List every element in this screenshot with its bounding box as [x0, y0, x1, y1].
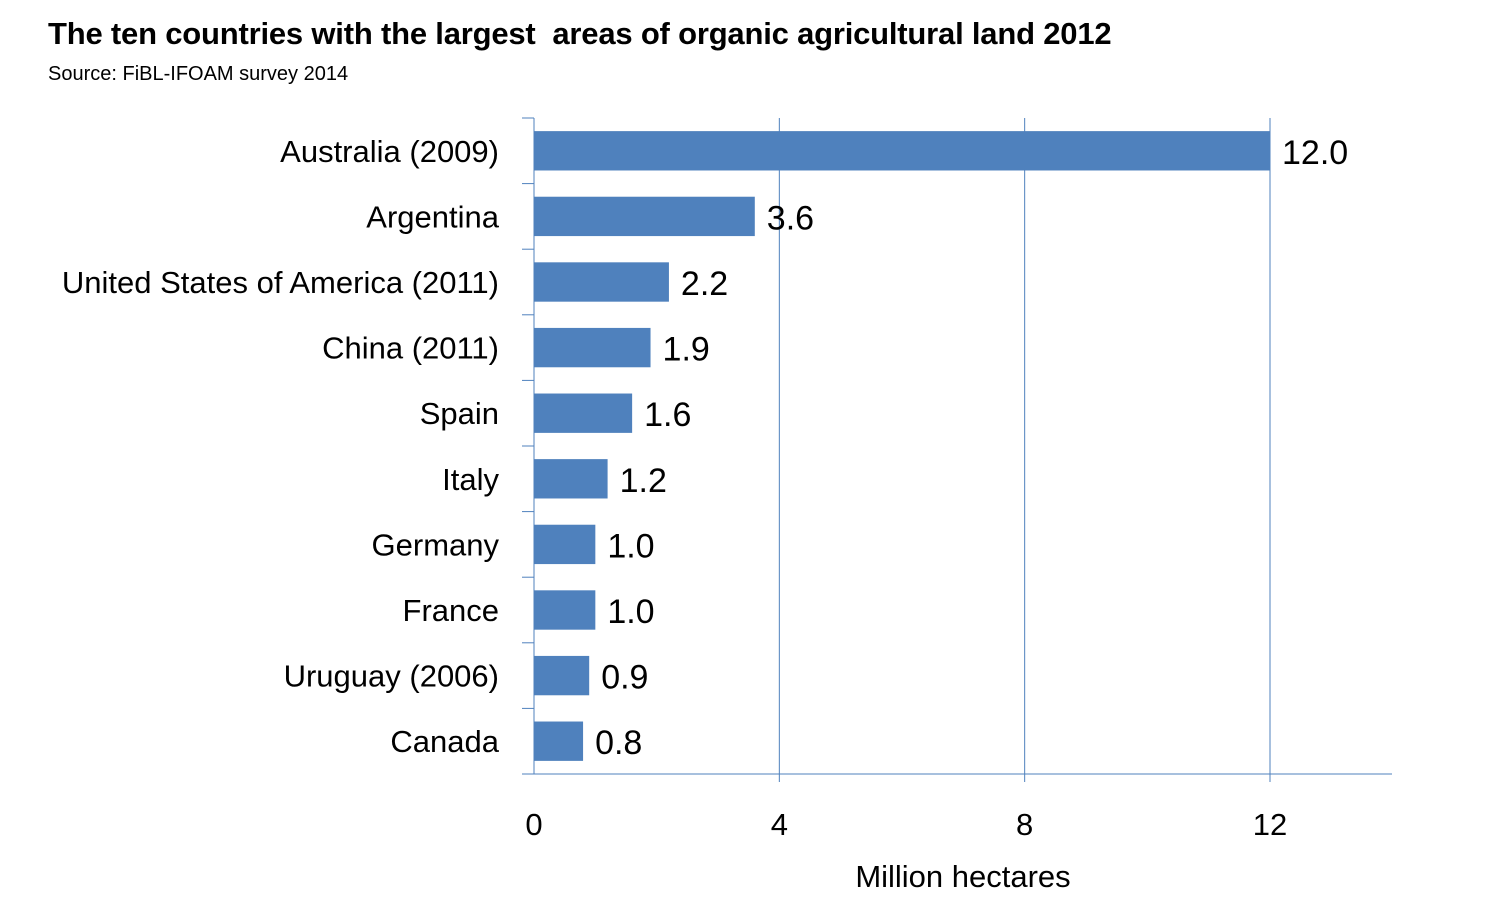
axes: [522, 117, 1392, 775]
category-label: Australia (2009): [280, 134, 499, 169]
category-label: Argentina: [366, 199, 499, 234]
category-label: China (2011): [322, 331, 499, 366]
value-label: 0.8: [595, 724, 642, 762]
x-tick-label: 4: [771, 807, 788, 842]
x-tick-label: 12: [1253, 807, 1287, 842]
category-label: Italy: [442, 462, 499, 497]
value-label: 2.2: [681, 265, 728, 303]
chart-subtitle: Source: FiBL-IFOAM survey 2014: [48, 63, 349, 85]
chart-title: The ten countries with the largest areas…: [48, 16, 1112, 51]
category-label: Uruguay (2006): [284, 659, 499, 694]
bar-2: [534, 262, 669, 302]
bar-1: [534, 196, 755, 237]
bar-7: [534, 590, 596, 630]
value-label: 1.0: [607, 527, 654, 565]
value-label: 1.9: [663, 331, 710, 369]
bar-8: [534, 655, 590, 696]
bar-5: [534, 459, 608, 499]
x-tick-label: 0: [525, 807, 542, 842]
bar-0: [534, 131, 1270, 171]
category-label: France: [403, 593, 499, 628]
value-label: 3.6: [767, 199, 814, 237]
gridlines: [778, 118, 1271, 782]
x-axis-title: Million hectares: [855, 859, 1070, 894]
x-tick-label: 8: [1016, 807, 1033, 842]
category-label: United States of America (2011): [62, 265, 499, 300]
value-label: 1.6: [644, 396, 691, 434]
category-label: Germany: [372, 527, 500, 562]
bar-4: [534, 393, 633, 433]
category-label: Canada: [390, 724, 499, 759]
bar-6: [534, 524, 596, 565]
bar-3: [534, 327, 651, 368]
value-label: 1.0: [607, 593, 654, 631]
value-label: 12.0: [1282, 134, 1348, 172]
labels: 0 4 8 12 Australia (2009) 12.0 Argentina 3.6 Uni…: [62, 134, 1348, 842]
value-label: 0.9: [601, 659, 648, 697]
bars: [534, 131, 1270, 761]
bar-9: [534, 721, 584, 761]
category-label: Spain: [420, 396, 499, 431]
value-label: 1.2: [620, 462, 667, 500]
